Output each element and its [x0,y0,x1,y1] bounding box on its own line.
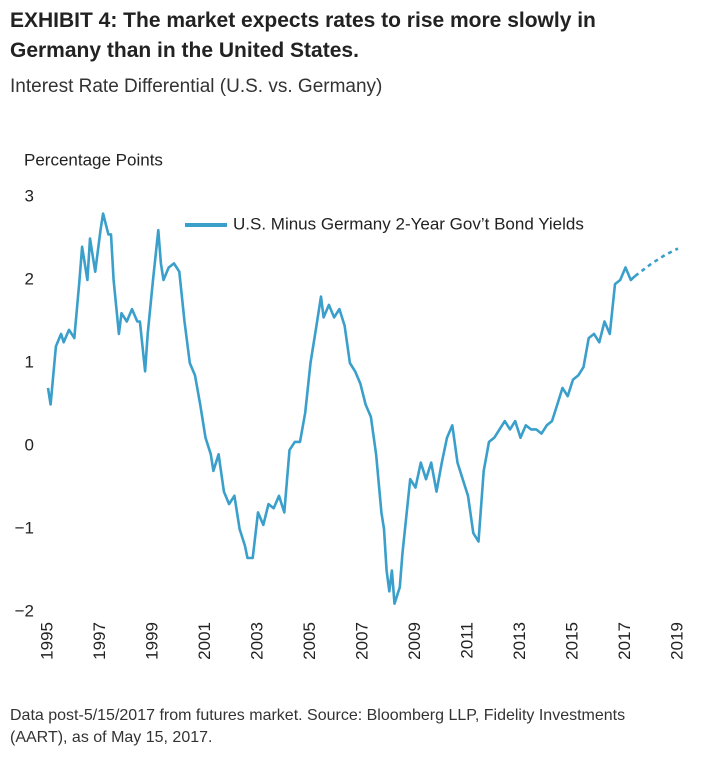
y-tick-label: 1 [25,352,34,371]
x-tick-label: 2007 [352,622,371,660]
y-tick-label: −2 [15,601,34,620]
x-tick-label: 2013 [510,622,529,660]
y-tick-label: 2 [25,269,34,288]
x-tick-label: 1995 [37,622,56,660]
data-line [46,212,637,605]
x-tick-label: 1999 [142,622,161,660]
x-tick-label: 2001 [195,622,214,660]
x-tick-label: 2015 [562,622,581,660]
y-tick-label: 3 [25,186,34,205]
x-tick-label: 2009 [405,622,424,660]
x-tick-label: 2017 [615,622,634,660]
x-tick-label: 2019 [667,622,686,660]
x-tick-label: 2011 [457,622,476,659]
y-tick-label: −1 [15,518,34,537]
footnote: Data post-5/15/2017 from futures market.… [10,707,626,746]
x-tick-label: 2003 [247,622,266,660]
y-axis-label: Percentage Points [24,150,163,169]
projection-line [634,247,679,277]
chart-title: EXHIBIT 4: The market expects rates to r… [10,9,596,62]
chart: Percentage Points −2 −1 0 1 2 3 1995 1997 1999 20… [15,150,687,660]
y-tick-label: 0 [25,435,34,454]
x-tick-label: 2005 [300,622,319,660]
legend-label: U.S. Minus Germany 2-Year Gov’t Bond Yie… [233,214,584,233]
x-tick-label: 1997 [90,622,109,660]
chart-subtitle: Interest Rate Differential (U.S. vs. Ger… [10,76,383,97]
